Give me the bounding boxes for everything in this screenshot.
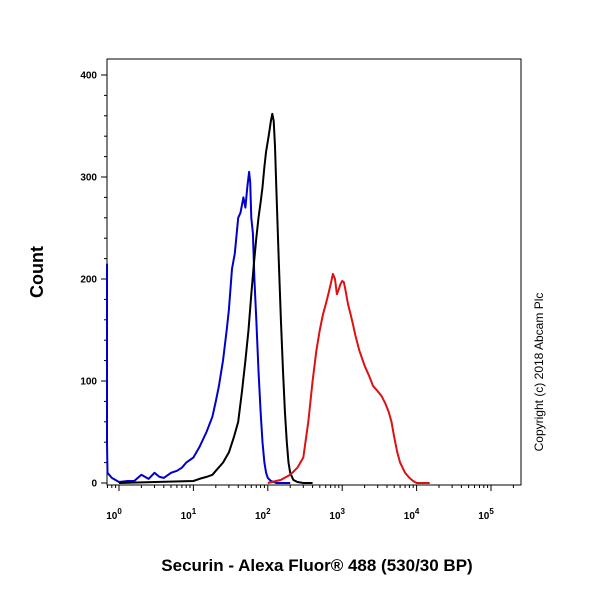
x-tick-label-exponent: 5 (489, 507, 494, 516)
x-tick-label-base: 10 (181, 511, 193, 522)
x-tick-label: 103 (329, 507, 345, 522)
y-axis: 0 100 200 300 400 (80, 71, 107, 490)
y-axis-title: Count (27, 246, 47, 298)
histogram-series-1 (106, 170, 291, 484)
x-tick-label-exponent: 4 (415, 507, 420, 516)
x-tick-label-base: 10 (478, 511, 490, 522)
y-tick-label: 300 (80, 173, 97, 184)
x-tick-label-exponent: 3 (341, 507, 346, 516)
x-tick-label-base: 10 (404, 511, 416, 522)
series-layer (106, 112, 430, 484)
y-tick-label: 0 (91, 479, 97, 490)
y-tick-label: 400 (80, 71, 97, 82)
x-tick-label: 100 (106, 507, 122, 522)
x-axis-title: Securin - Alexa Fluor® 488 (530/30 BP) (161, 556, 472, 575)
x-tick-label-base: 10 (255, 511, 267, 522)
x-axis: 100 101 102 103 104 105 (106, 485, 514, 522)
x-tick-label: 105 (478, 507, 494, 522)
plot-frame (106, 58, 522, 486)
histogram-series-2 (118, 112, 313, 484)
x-tick-label: 101 (181, 507, 197, 522)
x-tick-label-exponent: 2 (266, 507, 271, 516)
x-tick-label: 104 (404, 507, 420, 522)
y-tick-label: 100 (80, 377, 97, 388)
y-tick-label: 200 (80, 275, 97, 286)
x-tick-label-base: 10 (106, 511, 118, 522)
x-tick-label-exponent: 0 (117, 507, 122, 516)
x-tick-label-base: 10 (329, 511, 341, 522)
histogram-series-3 (267, 272, 430, 484)
x-tick-label-exponent: 1 (192, 507, 197, 516)
copyright-annotation: Copyright (c) 2018 Abcam Plc (532, 293, 546, 452)
x-tick-label: 102 (255, 507, 271, 522)
